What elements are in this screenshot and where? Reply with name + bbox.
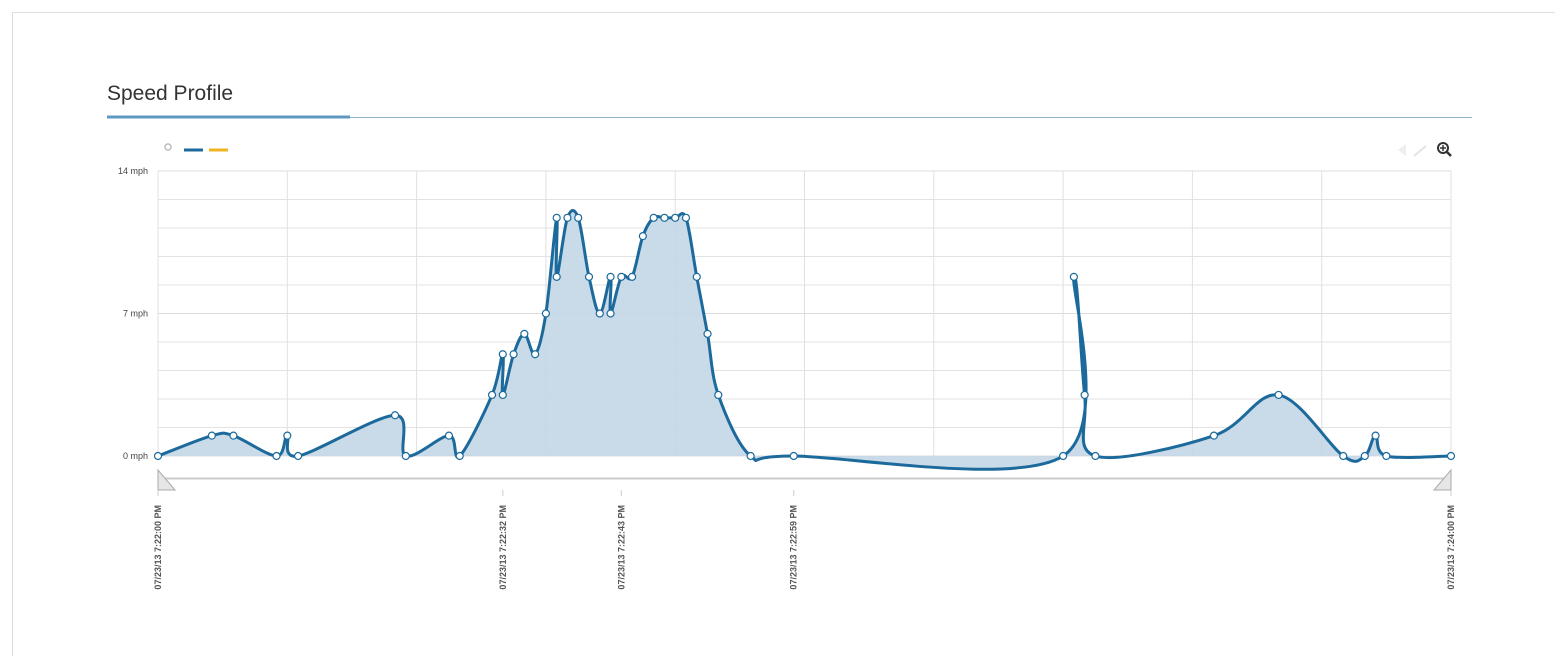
point bbox=[498, 350, 507, 359]
point bbox=[746, 451, 755, 461]
point bbox=[1274, 390, 1283, 400]
point bbox=[584, 272, 594, 281]
legend bbox=[164, 143, 228, 152]
x-tick-label: 07/23/13 7:22:59 PM bbox=[789, 505, 799, 590]
zoom-icon[interactable] bbox=[1437, 142, 1452, 157]
x-tick-label: 07/23/13 7:22:32 PM bbox=[498, 505, 508, 590]
point bbox=[789, 451, 798, 461]
point bbox=[1091, 451, 1100, 461]
point bbox=[1371, 431, 1380, 440]
point bbox=[574, 213, 583, 222]
toolbar bbox=[1398, 142, 1452, 157]
point bbox=[487, 390, 497, 400]
point bbox=[531, 350, 540, 359]
point bbox=[606, 272, 615, 281]
point bbox=[1069, 272, 1078, 281]
point bbox=[390, 411, 400, 420]
point bbox=[1446, 451, 1456, 461]
pan-icon[interactable] bbox=[1398, 144, 1406, 156]
y-tick-label: 14 mph bbox=[118, 166, 148, 176]
point bbox=[283, 431, 292, 440]
point bbox=[638, 232, 647, 241]
point bbox=[1360, 451, 1369, 461]
point bbox=[595, 309, 604, 318]
point bbox=[606, 309, 615, 318]
point bbox=[660, 213, 669, 222]
point bbox=[552, 272, 561, 281]
point bbox=[671, 213, 680, 222]
point bbox=[401, 451, 410, 461]
navigator-handle[interactable] bbox=[1432, 468, 1452, 491]
x-tick-label: 07/23/13 7:22:00 PM bbox=[153, 505, 163, 590]
chart-title: Speed Profile bbox=[107, 82, 233, 105]
point bbox=[1382, 451, 1391, 461]
y-tick-label: 0 mph bbox=[123, 451, 148, 461]
point bbox=[552, 213, 561, 222]
x-tick-label: 07/23/13 7:22:43 PM bbox=[616, 505, 626, 590]
point bbox=[703, 329, 712, 338]
point bbox=[498, 390, 507, 400]
point bbox=[229, 431, 238, 440]
y-tick-label: 7 mph bbox=[123, 309, 148, 319]
point bbox=[444, 431, 454, 440]
point bbox=[617, 272, 626, 281]
point bbox=[1209, 431, 1219, 440]
point bbox=[509, 350, 518, 359]
point bbox=[1339, 451, 1348, 461]
point bbox=[293, 451, 303, 461]
point bbox=[455, 451, 464, 461]
point bbox=[520, 329, 529, 338]
point bbox=[541, 309, 551, 318]
point bbox=[681, 213, 691, 222]
reset-icon[interactable] bbox=[1413, 145, 1427, 157]
point bbox=[153, 451, 163, 461]
point bbox=[714, 390, 723, 400]
point bbox=[649, 213, 658, 222]
navigator bbox=[157, 468, 1452, 491]
navigator-handle[interactable] bbox=[157, 468, 177, 491]
point bbox=[563, 213, 572, 222]
point bbox=[627, 272, 637, 281]
point bbox=[1058, 451, 1068, 461]
point bbox=[1080, 390, 1089, 400]
x-tick-label: 07/23/13 7:24:00 PM bbox=[1446, 505, 1456, 590]
point bbox=[692, 272, 701, 281]
point bbox=[207, 431, 216, 440]
point bbox=[272, 451, 281, 461]
legend-icon[interactable] bbox=[164, 143, 172, 151]
